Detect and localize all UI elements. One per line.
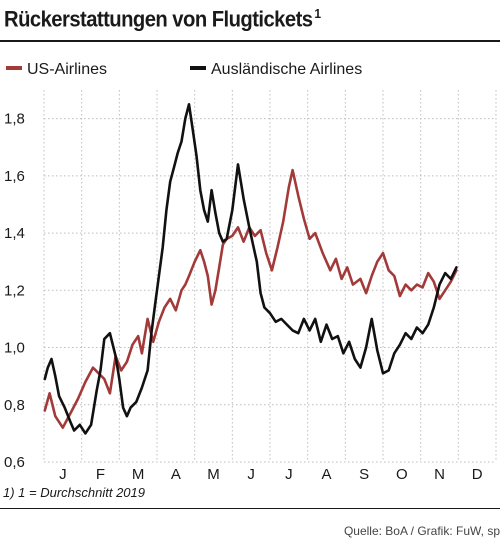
y-tick-label-5: 1,6: [4, 168, 25, 185]
legend-label-us-airlines: US-Airlines: [27, 61, 107, 78]
footer-rule: [0, 508, 500, 509]
y-tick-label-3: 1,2: [4, 282, 25, 299]
y-tick-label-1: 0,8: [4, 397, 25, 414]
x-tick-label-6: J: [285, 466, 293, 480]
legend-label-auslaendische-airlines: Ausländische Airlines: [211, 61, 362, 78]
x-tick-label-9: O: [396, 466, 408, 480]
series-line-auslaendische-airlines: [43, 103, 458, 435]
source-credit: Quelle: BoA / Grafik: FuW, sp: [343, 524, 500, 538]
x-tick-label-5: J: [247, 466, 255, 480]
x-tick-label-3: A: [171, 466, 181, 480]
title-rule: [0, 40, 500, 42]
line-chart: US-Airlines Ausländische Airlines 0,6 0,8…: [4, 61, 497, 480]
y-tick-label-6: 1,8: [4, 111, 25, 128]
x-tick-label-8: S: [359, 466, 369, 480]
title-footnote-marker: 1: [314, 6, 321, 21]
plot-area: 0,6 0,8 1,0 1,2 1,4 1,6 1,8 J F M A M J J A S O N D: [4, 90, 497, 480]
y-tick-label-2: 1,0: [4, 340, 25, 357]
series-line-us-airlines: [43, 168, 458, 429]
x-tick-label-11: D: [472, 466, 483, 480]
chart-title: Rückerstattungen von Flugtickets 1: [4, 6, 321, 32]
footnote: 1) 1 = Durchschnitt 2019: [3, 485, 145, 500]
x-tick-label-7: A: [321, 466, 331, 480]
x-tick-label-1: F: [96, 466, 105, 480]
y-tick-label-4: 1,4: [4, 225, 25, 242]
x-tick-label-0: J: [59, 466, 67, 480]
x-tick-label-10: N: [434, 466, 445, 480]
x-tick-label-2: M: [132, 466, 145, 480]
y-tick-label-0: 0,6: [4, 454, 25, 471]
legend: US-Airlines Ausländische Airlines: [6, 61, 362, 78]
x-tick-label-4: M: [207, 466, 220, 480]
